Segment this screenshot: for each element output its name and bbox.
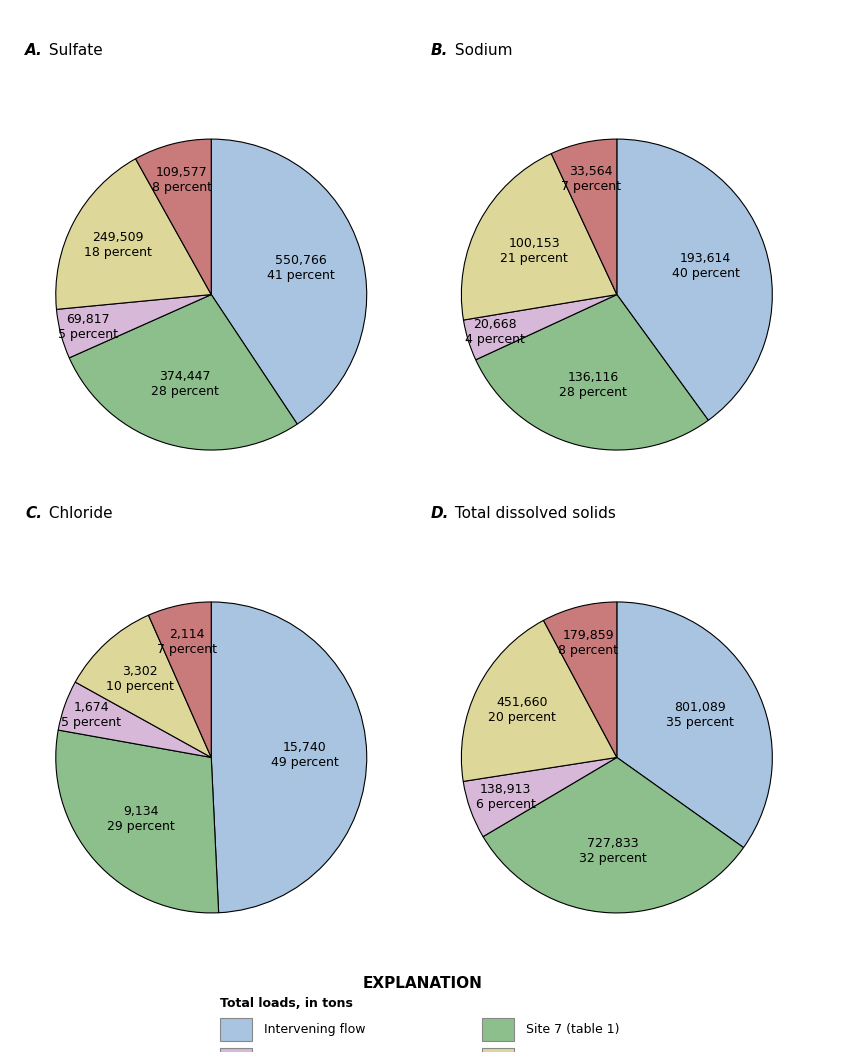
Text: B.: B. — [430, 43, 448, 58]
Wedge shape — [211, 139, 366, 424]
Wedge shape — [56, 730, 219, 913]
Wedge shape — [211, 602, 366, 913]
Text: 727,833
32 percent: 727,833 32 percent — [578, 836, 646, 865]
Wedge shape — [57, 295, 211, 358]
Wedge shape — [75, 615, 211, 757]
Text: 20,668
4 percent: 20,668 4 percent — [464, 318, 524, 346]
Wedge shape — [461, 621, 616, 782]
Text: EXPLANATION: EXPLANATION — [362, 976, 482, 991]
Text: Total loads, in tons: Total loads, in tons — [219, 997, 352, 1010]
Text: 2,114
7 percent: 2,114 7 percent — [157, 628, 217, 655]
Wedge shape — [463, 295, 616, 360]
Text: 193,614
40 percent: 193,614 40 percent — [671, 251, 738, 280]
Wedge shape — [461, 154, 616, 320]
Text: D.: D. — [430, 506, 449, 521]
Text: 33,564
7 percent: 33,564 7 percent — [560, 165, 620, 194]
Text: 136,116
28 percent: 136,116 28 percent — [559, 371, 626, 399]
Wedge shape — [475, 295, 707, 450]
Text: 451,660
20 percent: 451,660 20 percent — [488, 696, 555, 724]
Wedge shape — [616, 602, 771, 848]
Wedge shape — [483, 757, 743, 913]
Text: Chloride: Chloride — [44, 506, 112, 521]
Text: 69,817
5 percent: 69,817 5 percent — [58, 313, 118, 341]
Wedge shape — [543, 602, 616, 757]
Text: Sulfate: Sulfate — [44, 43, 103, 58]
Text: 1,674
5 percent: 1,674 5 percent — [61, 701, 121, 729]
Text: C.: C. — [25, 506, 42, 521]
Wedge shape — [58, 682, 211, 757]
Text: 109,577
8 percent: 109,577 8 percent — [151, 166, 211, 195]
Text: 249,509
18 percent: 249,509 18 percent — [84, 231, 151, 260]
Text: 138,913
6 percent: 138,913 6 percent — [475, 784, 535, 811]
Text: 9,134
29 percent: 9,134 29 percent — [107, 805, 175, 833]
Text: 550,766
41 percent: 550,766 41 percent — [267, 254, 334, 282]
Text: 100,153
21 percent: 100,153 21 percent — [500, 237, 567, 265]
Wedge shape — [56, 159, 211, 309]
Text: A.: A. — [25, 43, 43, 58]
Text: 374,447
28 percent: 374,447 28 percent — [151, 370, 219, 398]
Wedge shape — [616, 139, 771, 421]
Wedge shape — [149, 602, 211, 757]
Text: 179,859
8 percent: 179,859 8 percent — [557, 629, 617, 656]
Text: Total dissolved solids: Total dissolved solids — [449, 506, 614, 521]
Text: 801,089
35 percent: 801,089 35 percent — [665, 701, 733, 729]
Text: Intervening flow: Intervening flow — [264, 1024, 365, 1036]
Text: 3,302
10 percent: 3,302 10 percent — [106, 665, 174, 693]
Wedge shape — [550, 139, 616, 295]
Wedge shape — [135, 139, 211, 295]
Wedge shape — [69, 295, 297, 450]
Wedge shape — [463, 757, 616, 836]
Text: 15,740
49 percent: 15,740 49 percent — [270, 742, 338, 769]
Text: Site 7 (table 1): Site 7 (table 1) — [526, 1024, 619, 1036]
Text: Sodium: Sodium — [449, 43, 511, 58]
